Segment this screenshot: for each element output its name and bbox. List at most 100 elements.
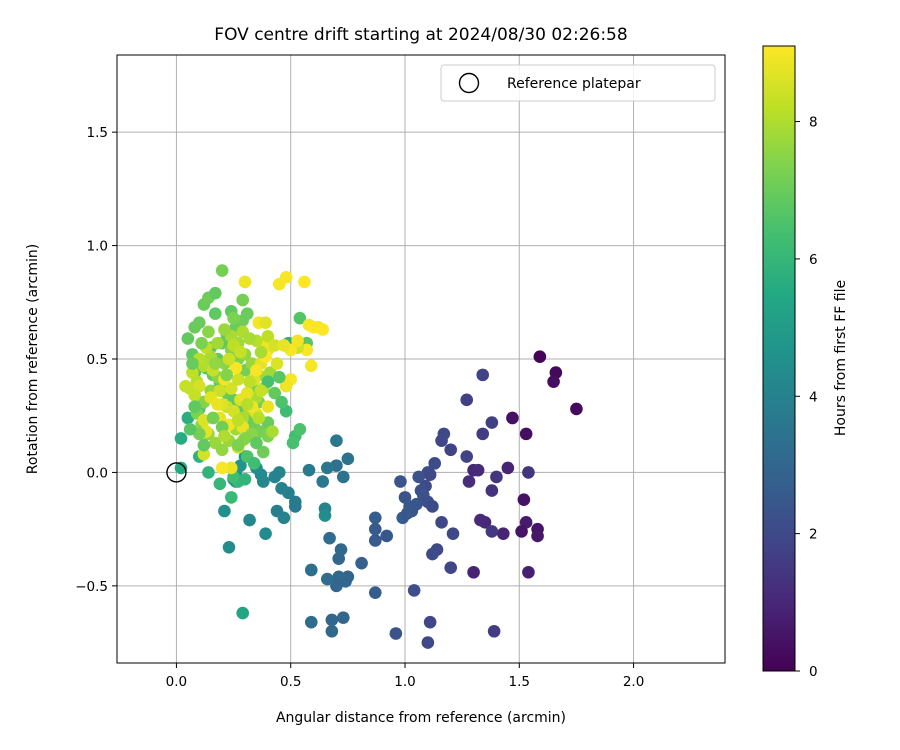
scatter-point: [501, 461, 515, 475]
scatter-point: [215, 461, 229, 475]
scatter-point: [213, 477, 227, 491]
x-tick-label: 1.0: [394, 674, 415, 690]
scatter-point: [275, 482, 288, 495]
scatter-point: [247, 457, 261, 470]
scatter-point: [238, 472, 252, 486]
scatter-point: [380, 529, 394, 543]
scatter-point: [368, 586, 382, 599]
scatter-point: [220, 368, 234, 382]
scatter-point: [291, 334, 304, 348]
scatter-point: [547, 375, 560, 388]
scatter-point: [181, 332, 195, 345]
scatter-point: [243, 375, 256, 388]
x-tick-label: 0.5: [280, 674, 301, 690]
legend: Reference platepar: [440, 64, 716, 102]
y-axis-ticks: −0.5 0.0 0.5 1.0 1.5: [75, 125, 117, 595]
scatter-point: [288, 500, 302, 513]
scatter-point: [218, 323, 231, 336]
y-tick-label: 1.5: [87, 125, 108, 141]
scatter-point: [224, 491, 238, 504]
scatter-point: [389, 627, 403, 640]
scatter-point: [192, 316, 206, 330]
scatter-point: [570, 402, 583, 416]
scatter-point: [368, 511, 382, 525]
scatter-point: [197, 447, 211, 461]
scatter-point: [195, 336, 208, 350]
scatter-point: [533, 350, 547, 364]
scatter-point: [435, 516, 448, 529]
scatter-point: [188, 400, 202, 413]
scatter-point: [202, 325, 215, 339]
scatter-point: [410, 497, 423, 511]
scatter-point: [236, 293, 250, 307]
scatter-point: [286, 436, 300, 450]
scatter-point: [268, 470, 282, 484]
scatter-point: [474, 513, 487, 527]
scatter-point: [336, 470, 350, 484]
scatter-point: [236, 606, 250, 620]
scatter-point: [254, 345, 268, 359]
scatter-point: [179, 379, 192, 393]
scatter-point: [211, 398, 224, 411]
colorbar-gradient: [762, 45, 796, 672]
scatter-point: [261, 330, 275, 343]
x-axis-label: Angular distance from reference (arcmin): [276, 710, 566, 726]
scatter-point: [268, 386, 282, 400]
scatter-point: [320, 461, 334, 475]
scatter-point: [423, 468, 437, 482]
scatter-point: [316, 475, 330, 488]
scatter-point: [272, 370, 286, 384]
scatter-point: [206, 411, 220, 425]
scatter-point: [304, 563, 318, 577]
scatter-point: [400, 506, 414, 520]
colorbar-tick-label: 2: [809, 527, 818, 543]
scatter-point: [394, 475, 407, 488]
scatter-point: [215, 443, 229, 457]
scatter-point: [519, 427, 533, 441]
scatter-point: [188, 388, 202, 402]
colorbar-tick-label: 0: [809, 664, 818, 680]
scatter-point: [476, 368, 490, 382]
scatter-point: [320, 572, 334, 586]
scatter-point: [211, 336, 224, 350]
colorbar-label: Hours from first FF file: [833, 280, 849, 436]
scatter-point: [208, 357, 222, 370]
scatter-point: [476, 427, 490, 441]
scatter-point: [487, 624, 501, 638]
scatter-point: [227, 311, 240, 325]
scatter-point: [323, 531, 336, 545]
scatter-point: [186, 357, 199, 370]
scatter-point: [368, 534, 382, 547]
scatter-point: [304, 359, 318, 373]
y-tick-label: 0.5: [87, 352, 108, 368]
colorbar: 0 2 4 6 8 Hours from first FF file: [762, 45, 849, 680]
scatter-point: [522, 466, 535, 479]
scatter-point: [243, 513, 256, 527]
scatter-point: [275, 395, 288, 409]
scatter-point: [174, 432, 188, 445]
scatter-point: [485, 416, 499, 429]
scatter-point: [197, 438, 211, 452]
scatter-point: [460, 393, 474, 407]
scatter-point: [426, 547, 439, 561]
legend-entry: Reference platepar: [507, 76, 641, 92]
scatter-point: [243, 332, 256, 345]
scatter-point: [325, 613, 339, 627]
scatter-point: [268, 339, 282, 352]
y-axis-label: Rotation from reference (arcmin): [25, 244, 41, 474]
colorbar-tick-label: 8: [809, 115, 818, 131]
scatter-point: [325, 624, 339, 638]
scatter-point: [437, 427, 451, 441]
scatter-point: [496, 527, 510, 540]
scatter-point: [224, 382, 238, 395]
scatter-point: [462, 475, 476, 488]
scatter-point: [208, 307, 222, 320]
scatter-point: [261, 375, 275, 388]
scatter-point: [240, 398, 254, 411]
scatter-point: [423, 615, 437, 629]
scatter-point: [293, 423, 307, 436]
scatter-point: [293, 311, 307, 325]
scatter-point: [261, 400, 275, 413]
scatter-point: [259, 527, 272, 540]
scatter-point: [330, 434, 343, 447]
